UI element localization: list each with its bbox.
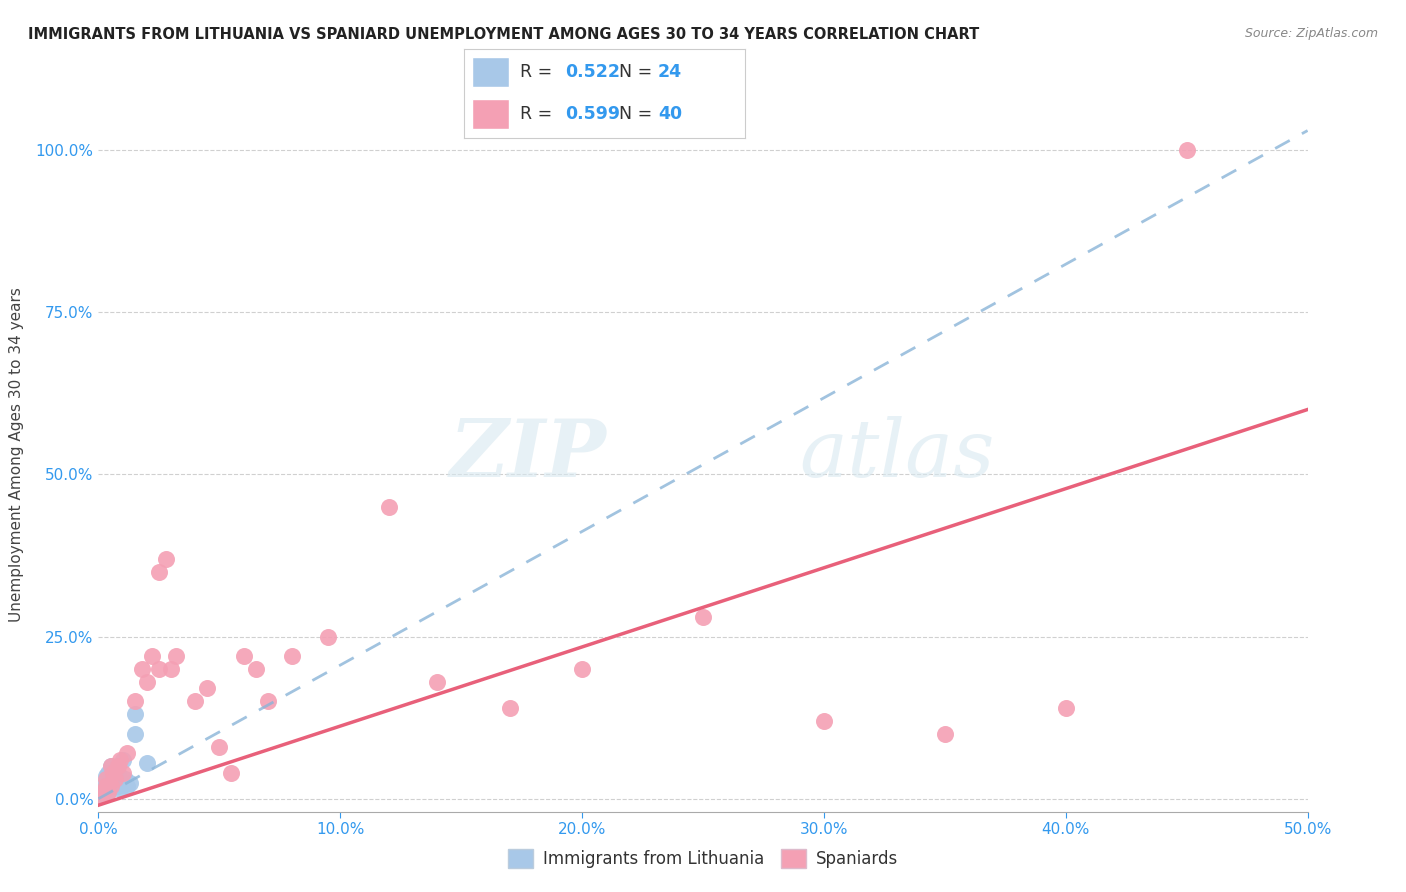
Point [377,500,399,514]
Point [97,785,120,799]
Point [111,765,134,780]
Point [90,789,112,803]
Point [104,772,127,787]
Point [148,662,170,676]
Point [426,675,449,690]
Point [94,779,117,793]
Text: IMMIGRANTS FROM LITHUANIA VS SPANIARD UNEMPLOYMENT AMONG AGES 30 TO 34 YEARS COR: IMMIGRANTS FROM LITHUANIA VS SPANIARD UN… [28,27,980,42]
Point [934,727,956,741]
Point [1054,701,1077,715]
Y-axis label: Unemployment Among Ages 30 to 34 years: Unemployment Among Ages 30 to 34 years [10,287,24,623]
Point [221,765,243,780]
Point [165,648,187,663]
Point [91,785,114,799]
Text: ZIP: ZIP [450,417,606,493]
Point [94,785,117,799]
Point [135,675,157,690]
Point [100,759,122,773]
Text: N =: N = [619,105,658,123]
Text: 0.599: 0.599 [565,105,620,123]
Point [97,765,120,780]
Point [117,779,139,793]
Text: N =: N = [619,63,658,81]
Point [108,753,131,767]
Point [245,662,267,676]
Text: 0.522: 0.522 [565,63,620,81]
Point [94,772,117,787]
Point [97,775,120,789]
Point [692,610,714,624]
Point [91,785,114,799]
FancyBboxPatch shape [472,99,509,129]
Point [100,779,122,793]
Point [208,739,231,754]
Point [124,707,146,722]
Point [184,694,207,708]
Text: atlas: atlas [800,417,995,493]
Point [107,765,129,780]
Point [94,769,117,783]
Point [813,714,835,728]
Point [124,694,146,708]
Point [94,779,117,793]
Point [108,782,131,797]
Point [1175,143,1198,157]
Point [316,630,339,644]
Point [141,648,163,663]
Point [111,775,134,789]
Point [114,772,136,787]
Point [155,551,177,566]
Point [135,756,157,770]
Point [160,662,183,676]
Point [104,772,127,787]
Point [195,681,218,696]
Text: 24: 24 [658,63,682,81]
Point [107,779,129,793]
Point [100,779,122,793]
Point [97,785,120,799]
Point [148,565,170,579]
Point [281,648,304,663]
Point [124,727,146,741]
Point [90,789,112,803]
Point [111,753,134,767]
FancyBboxPatch shape [472,57,509,87]
Point [100,759,122,773]
Point [101,765,124,780]
Point [571,662,593,676]
Point [131,662,153,676]
Point [232,648,254,663]
Point [118,775,141,789]
Text: 40: 40 [658,105,682,123]
Point [117,747,139,761]
Text: R =: R = [520,63,558,81]
Point [101,779,124,793]
Text: Source: ZipAtlas.com: Source: ZipAtlas.com [1244,27,1378,40]
Point [91,779,114,793]
Point [256,694,278,708]
Text: R =: R = [520,105,558,123]
Point [107,759,129,773]
Point [498,701,520,715]
Legend: Immigrants from Lithuania, Spaniards: Immigrants from Lithuania, Spaniards [502,842,904,875]
